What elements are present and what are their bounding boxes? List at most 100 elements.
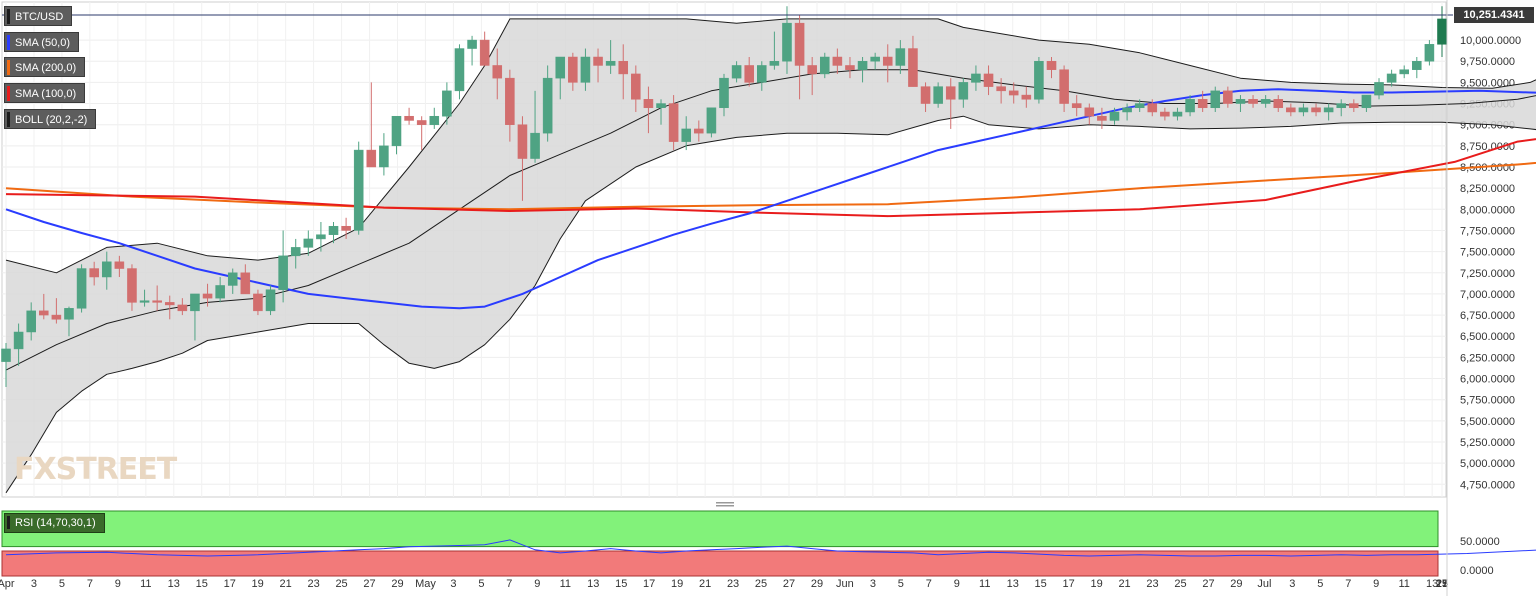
candle-body [945,86,956,100]
candle-body [1097,115,1107,121]
candle-body [253,293,263,312]
x-tick-label: 5 [478,578,484,590]
candle-body [316,234,326,240]
legend-sma50[interactable]: SMA (50,0) [4,32,80,52]
y-tick-label: 6,500.0000 [1460,331,1515,343]
x-tick-label: 29 [391,578,403,590]
candle-body [757,65,767,83]
candle-body [530,132,540,159]
candle-body [1323,107,1334,113]
candle-body [542,77,553,134]
candle-body [643,99,654,109]
x-tick-label: 19 [252,578,264,590]
x-tick-label: 15 [196,578,208,590]
x-tick-label: 21 [280,578,292,590]
x-tick-label: 9 [534,578,540,590]
y-tick-label: 6,750.0000 [1460,310,1515,322]
candle-body [1160,111,1170,117]
y-tick-label: 8,000.0000 [1460,204,1515,216]
candle-body [227,272,238,286]
candle-body [353,149,364,231]
candle-body [454,48,465,92]
candle-body [870,56,880,62]
candle-body [1399,69,1409,75]
x-tick-label: 23 [727,578,739,590]
x-tick-label: 11 [140,578,151,590]
y-tick-label: 5,000.0000 [1460,458,1515,470]
x-tick-label: 13 [168,578,180,590]
candle-body [265,289,276,312]
candle-body [101,261,112,278]
x-tick-label: 13 [1426,578,1438,590]
x-tick-label: 25 [1174,578,1186,590]
last-price-tag: 10,251.4341 [1454,7,1534,23]
panel-splitter-handle [716,505,734,507]
x-tick-label: Jul [1257,578,1271,590]
candle-body [177,304,188,312]
legend-sma200[interactable]: SMA (200,0) [4,57,86,77]
x-tick-label: 11 [979,578,990,590]
candle-body [1147,103,1158,113]
sma100-line [5,138,1536,218]
candle-body [127,268,137,303]
x-tick-label: Apr [0,578,15,590]
candle-body [719,77,729,109]
x-tick-label: 19 [671,578,683,590]
candle-body [580,56,591,83]
candle-body [1235,99,1246,104]
x-tick-label: 3 [1289,578,1295,590]
candle-body [1361,94,1372,109]
x-tick-label: 15 [1035,578,1047,590]
y-tick-label: 6,000.0000 [1460,374,1515,386]
x-tick-label: 17 [224,578,236,590]
candle-body [731,65,742,79]
candle-body [39,310,49,316]
x-tick-label: 9 [954,578,960,590]
candle-body [303,238,314,248]
x-tick-label: 9 [115,578,121,590]
candle-body [89,268,99,278]
legend-rsi[interactable]: RSI (14,70,30,1) [4,513,105,533]
x-tick-label: 7 [506,578,512,590]
candle-body [681,128,691,142]
rsi-overbought-zone [1,510,1439,548]
candle-body [1059,69,1069,104]
candle-body [64,308,74,320]
legend-symbol[interactable]: BTC/USD [4,6,73,26]
candle-body [744,65,754,83]
candle-body [983,73,994,87]
candle-body [1424,44,1435,62]
candle-body [404,115,414,121]
legend-boll[interactable]: BOLL (20,2,-2) [4,109,97,129]
candle-body [958,82,969,100]
candle-body [1248,99,1258,104]
legend-sma100[interactable]: SMA (100,0) [4,83,86,103]
candle-body [1349,103,1359,109]
boll-label: BOLL (20,2,-2) [15,114,88,126]
candle-body [769,60,780,66]
sma200-swatch [7,60,10,75]
y-tick-label: 5,250.0000 [1460,437,1515,449]
candle-body [341,225,351,231]
candle-body [278,255,288,290]
fxstreet-watermark: FXSTREET [14,452,177,487]
x-tick-label: 25 [335,578,347,590]
x-tick-label: 25 [1436,578,1448,590]
x-tick-label: 13 [587,578,599,590]
x-tick-label: 19 [1090,578,1102,590]
x-tick-label: 5 [898,578,904,590]
x-tick-label: 7 [87,578,93,590]
x-tick-label: 21 [1436,578,1448,590]
x-tick-label: 29 [1230,578,1242,590]
candle-body [845,65,855,70]
boll-swatch [7,112,10,127]
y-tick-label: 5,750.0000 [1460,395,1515,407]
candle-body [1046,60,1057,70]
candle-body [215,285,225,299]
candle-body [290,247,301,257]
x-tick-label: 29 [811,578,823,590]
candle-body [391,115,402,147]
candle-body [1,348,11,362]
